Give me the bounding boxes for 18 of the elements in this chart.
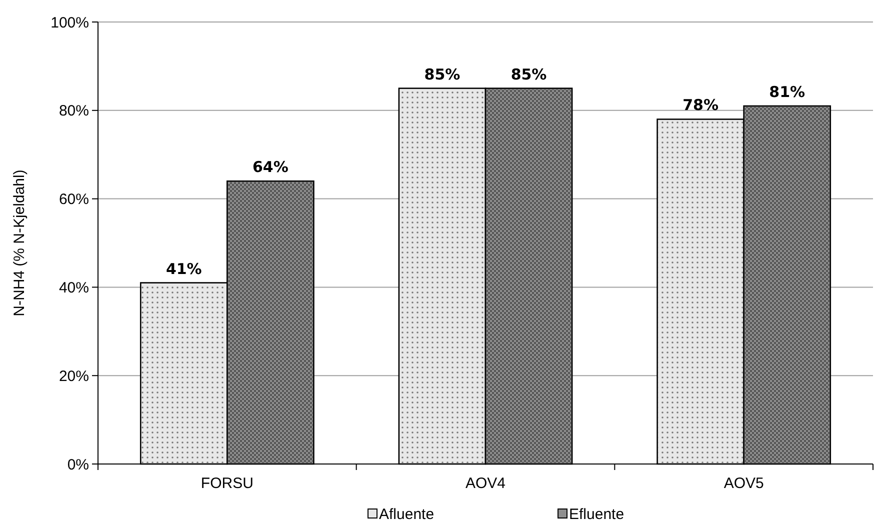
- y-tick-label: 60%: [58, 191, 89, 208]
- data-label: 78%: [682, 96, 719, 114]
- data-label: 81%: [769, 82, 806, 101]
- legend-label: Efluente: [569, 506, 624, 523]
- data-label: 41%: [166, 260, 202, 278]
- x-tick-label: AOV5: [724, 475, 764, 492]
- data-label: 85%: [424, 65, 460, 84]
- y-tick-label: 40%: [58, 279, 89, 296]
- y-tick-label: 0%: [67, 456, 89, 474]
- data-label: 64%: [252, 158, 288, 176]
- y-tick-label: 100%: [50, 14, 89, 32]
- data-label: 85%: [510, 65, 547, 84]
- y-tick-label: 80%: [58, 102, 89, 120]
- legend-label: Afluente: [379, 506, 434, 523]
- x-tick-label: FORSU: [200, 475, 254, 492]
- y-axis-title: N-NH4 (% N-Kjeldahl): [11, 170, 28, 316]
- y-tick-label: 20%: [58, 368, 89, 385]
- x-tick-label: AOV4: [465, 475, 506, 492]
